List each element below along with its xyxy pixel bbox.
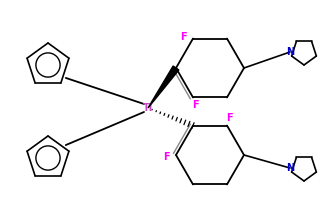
Text: F: F — [226, 113, 232, 123]
Text: F: F — [180, 31, 186, 42]
Polygon shape — [148, 66, 179, 108]
Text: N: N — [286, 47, 294, 57]
Text: F: F — [192, 101, 198, 110]
Text: N: N — [286, 163, 294, 173]
Text: F: F — [163, 152, 169, 162]
Text: Ti: Ti — [143, 103, 153, 113]
